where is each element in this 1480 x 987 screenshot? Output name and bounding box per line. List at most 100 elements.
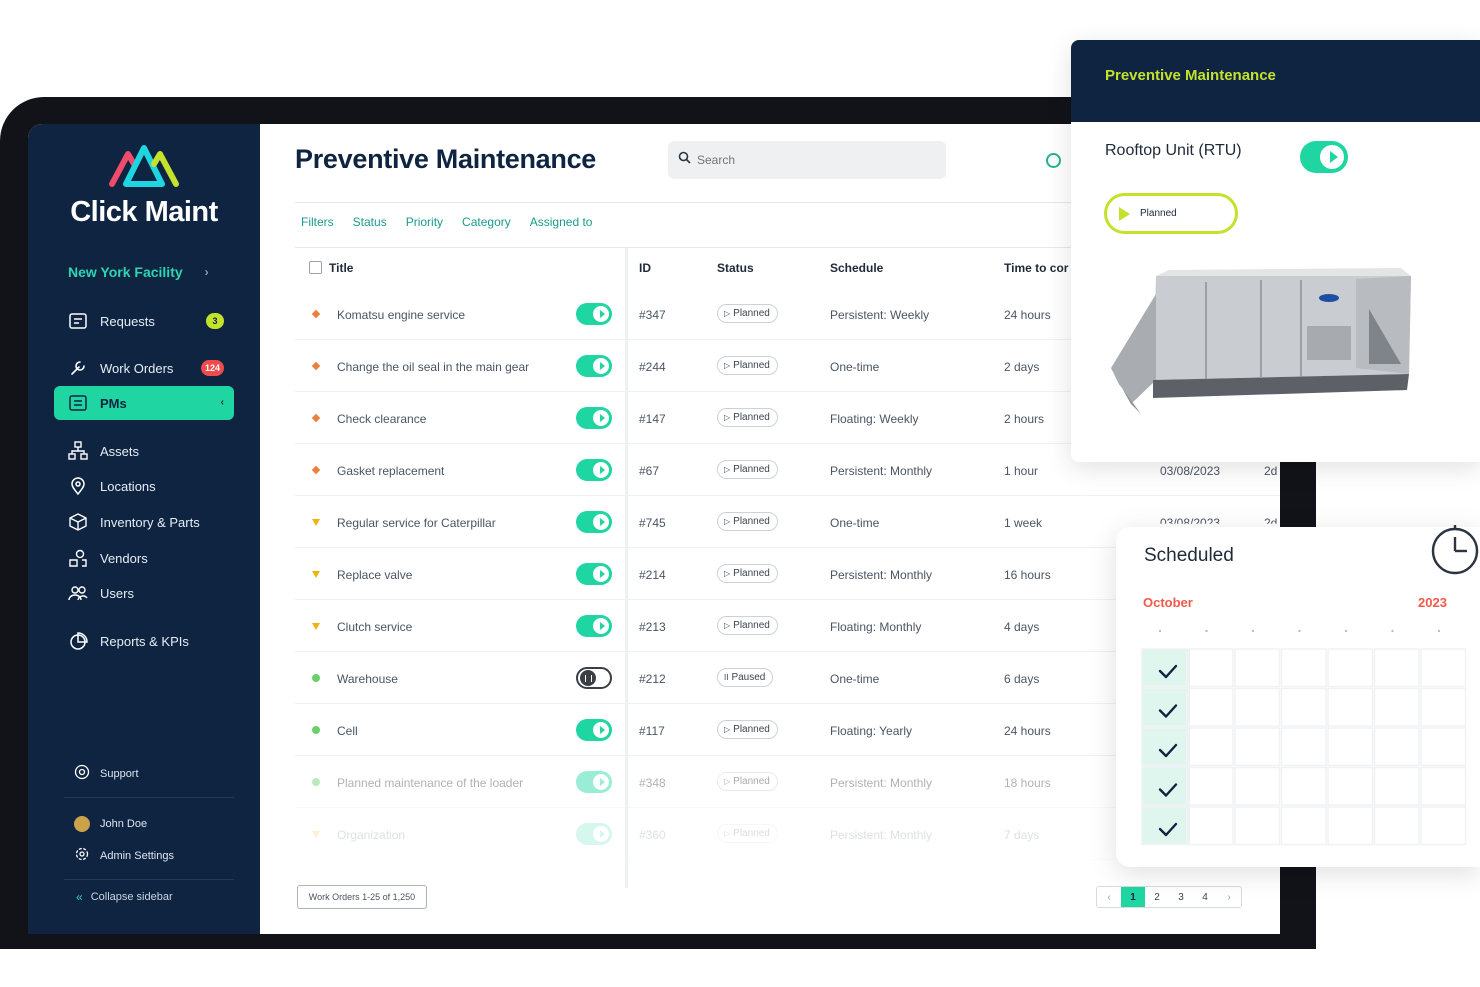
calendar-day-cell[interactable] bbox=[1373, 806, 1420, 846]
row-title[interactable]: Organization bbox=[337, 828, 406, 842]
row-title[interactable]: Planned maintenance of the loader bbox=[337, 776, 524, 790]
pm-status-pill[interactable]: Planned bbox=[1104, 193, 1238, 234]
filter-priority[interactable]: Priority bbox=[405, 215, 444, 229]
calendar-day-cell[interactable] bbox=[1141, 766, 1188, 806]
search-box[interactable] bbox=[668, 141, 946, 179]
sidebar-item-vendors[interactable]: Vendors bbox=[54, 541, 234, 575]
table-row[interactable]: Komatsu engine service #347 ▷ Planned Persis… bbox=[295, 288, 1280, 340]
sidebar-item-requests[interactable]: Requests 3 bbox=[54, 304, 234, 338]
calendar-day-cell[interactable] bbox=[1234, 687, 1281, 727]
row-title[interactable]: Cell bbox=[337, 724, 358, 738]
page-1[interactable]: 1 bbox=[1121, 887, 1145, 907]
calendar-day-cell[interactable] bbox=[1420, 648, 1467, 688]
pm-active-toggle[interactable] bbox=[1300, 141, 1348, 173]
filter-assigned-to[interactable]: Assigned to bbox=[529, 215, 593, 229]
column-id[interactable]: ID bbox=[639, 261, 651, 275]
pm-active-toggle[interactable] bbox=[576, 303, 612, 325]
calendar-day-cell[interactable] bbox=[1141, 648, 1188, 688]
support-link[interactable]: Support bbox=[74, 764, 139, 783]
calendar-day-cell[interactable] bbox=[1327, 648, 1374, 688]
calendar-day-cell[interactable] bbox=[1280, 687, 1327, 727]
sidebar-item-pms[interactable]: PMs ‹ bbox=[54, 386, 234, 420]
calendar-day-cell[interactable] bbox=[1187, 806, 1234, 846]
table-row[interactable]: Regular service for Caterpillar #745 ▷ Plan… bbox=[295, 496, 1280, 548]
calendar-day-cell[interactable] bbox=[1141, 806, 1188, 846]
calendar-day-cell[interactable] bbox=[1327, 727, 1374, 767]
pm-active-toggle[interactable] bbox=[576, 615, 612, 637]
row-title[interactable]: Warehouse bbox=[337, 672, 398, 686]
facility-selector[interactable]: New York Facility › bbox=[68, 264, 209, 280]
column-time-to-complete[interactable]: Time to cor bbox=[1004, 261, 1069, 275]
table-row[interactable]: Planned maintenance of the loader #348 ▷ Pl… bbox=[295, 756, 1280, 808]
calendar-day-cell[interactable] bbox=[1373, 648, 1420, 688]
calendar-day-cell[interactable] bbox=[1141, 727, 1188, 767]
pm-active-toggle[interactable] bbox=[576, 511, 612, 533]
calendar-day-cell[interactable] bbox=[1373, 766, 1420, 806]
pm-active-toggle[interactable] bbox=[576, 459, 612, 481]
next-page-icon[interactable]: › bbox=[1227, 891, 1231, 903]
calendar-day-cell[interactable] bbox=[1141, 687, 1188, 727]
row-title[interactable]: Gasket replacement bbox=[337, 464, 445, 478]
pm-active-toggle[interactable] bbox=[576, 407, 612, 429]
calendar-day-cell[interactable] bbox=[1373, 727, 1420, 767]
calendar-day-cell[interactable] bbox=[1280, 648, 1327, 688]
calendar-day-cell[interactable] bbox=[1234, 806, 1281, 846]
row-title[interactable]: Clutch service bbox=[337, 620, 413, 634]
calendar-day-cell[interactable] bbox=[1187, 687, 1234, 727]
pm-active-toggle[interactable] bbox=[576, 667, 612, 689]
sidebar-item-inventory[interactable]: Inventory & Parts bbox=[54, 505, 234, 539]
row-title[interactable]: Komatsu engine service bbox=[337, 308, 466, 322]
column-schedule[interactable]: Schedule bbox=[830, 261, 884, 275]
select-all-checkbox[interactable] bbox=[309, 261, 322, 274]
calendar-day-cell[interactable] bbox=[1420, 727, 1467, 767]
collapse-sidebar-button[interactable]: « Collapse sidebar bbox=[76, 890, 173, 904]
sidebar-item-locations[interactable]: Locations bbox=[54, 469, 234, 503]
clock-icon[interactable] bbox=[1046, 153, 1061, 168]
calendar-day-cell[interactable] bbox=[1280, 806, 1327, 846]
table-row[interactable]: Check clearance #147 ▷ Planned Floating: Wee… bbox=[295, 392, 1280, 444]
filter-status[interactable]: Status bbox=[352, 215, 387, 229]
table-row[interactable]: Organization #360 ▷ Planned Persistent: Mont… bbox=[295, 808, 1280, 860]
sidebar-item-reports[interactable]: Reports & KPIs bbox=[54, 624, 234, 658]
calendar-day-cell[interactable] bbox=[1327, 687, 1374, 727]
admin-settings-link[interactable]: Admin Settings bbox=[74, 846, 174, 865]
calendar-day-cell[interactable] bbox=[1234, 648, 1281, 688]
table-row[interactable]: Gasket replacement #67 ▷ Planned Persistent:… bbox=[295, 444, 1280, 496]
search-input[interactable] bbox=[697, 153, 917, 167]
filter-filters[interactable]: Filters bbox=[301, 215, 334, 229]
table-row[interactable]: Warehouse #212 II Paused One-time 6 days bbox=[295, 652, 1280, 704]
row-title[interactable]: Replace valve bbox=[337, 568, 413, 582]
prev-page-icon[interactable]: ‹ bbox=[1107, 891, 1111, 903]
page-2[interactable]: 2 bbox=[1154, 891, 1160, 903]
calendar-day-cell[interactable] bbox=[1187, 766, 1234, 806]
calendar-day-cell[interactable] bbox=[1234, 727, 1281, 767]
pm-active-toggle[interactable] bbox=[576, 355, 612, 377]
column-title[interactable]: Title bbox=[329, 261, 354, 275]
table-row[interactable]: Cell #117 ▷ Planned Floating: Yearly 24 hours bbox=[295, 704, 1280, 756]
calendar-day-cell[interactable] bbox=[1373, 687, 1420, 727]
column-status[interactable]: Status bbox=[717, 261, 754, 275]
calendar-day-cell[interactable] bbox=[1234, 766, 1281, 806]
calendar-day-cell[interactable] bbox=[1280, 727, 1327, 767]
pm-active-toggle[interactable] bbox=[576, 823, 612, 845]
pm-active-toggle[interactable] bbox=[576, 771, 612, 793]
sidebar-item-work-orders[interactable]: Work Orders 124 bbox=[54, 351, 234, 385]
table-row[interactable]: Clutch service #213 ▷ Planned Floating: Mont… bbox=[295, 600, 1280, 652]
page-4[interactable]: 4 bbox=[1202, 891, 1208, 903]
row-title[interactable]: Change the oil seal in the main gear bbox=[337, 360, 530, 374]
filter-category[interactable]: Category bbox=[462, 215, 511, 229]
pm-active-toggle[interactable] bbox=[576, 719, 612, 741]
calendar-day-cell[interactable] bbox=[1327, 806, 1374, 846]
calendar-day-cell[interactable] bbox=[1420, 806, 1467, 846]
calendar-day-cell[interactable] bbox=[1327, 766, 1374, 806]
user-profile[interactable]: John Doe bbox=[74, 816, 147, 832]
calendar-day-cell[interactable] bbox=[1187, 648, 1234, 688]
table-row[interactable]: Change the oil seal in the main gear #244… bbox=[295, 340, 1280, 392]
table-row[interactable]: Replace valve #214 ▷ Planned Persistent: Mon… bbox=[295, 548, 1280, 600]
calendar-day-cell[interactable] bbox=[1420, 687, 1467, 727]
row-title[interactable]: Regular service for Caterpillar bbox=[337, 516, 496, 530]
sidebar-item-assets[interactable]: Assets bbox=[54, 434, 234, 468]
page-3[interactable]: 3 bbox=[1178, 891, 1184, 903]
calendar-day-cell[interactable] bbox=[1280, 766, 1327, 806]
sidebar-item-users[interactable]: Users bbox=[54, 576, 234, 610]
